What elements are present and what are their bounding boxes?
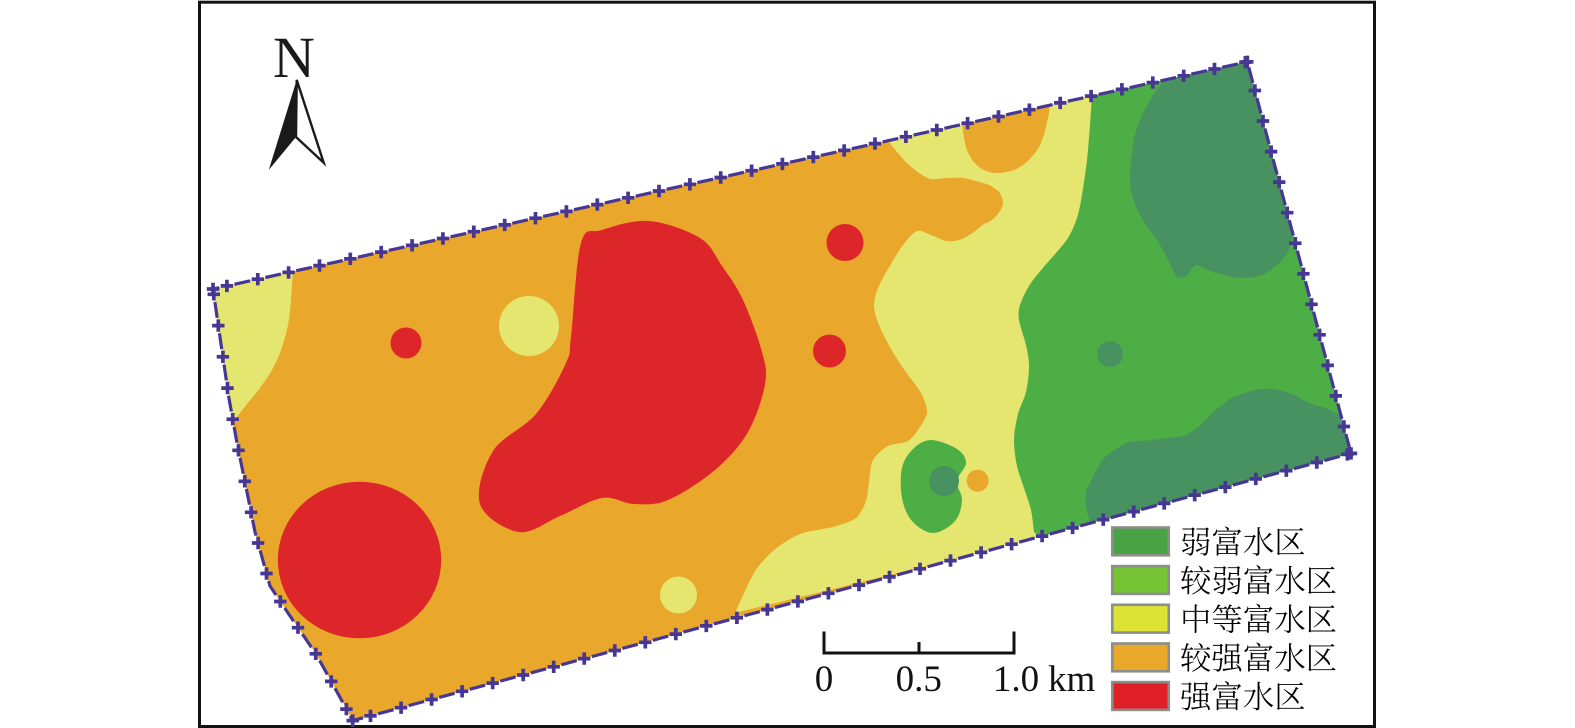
svg-text:km: km (1048, 659, 1096, 700)
svg-text:0: 0 (815, 659, 834, 700)
svg-text:N: N (273, 25, 315, 90)
svg-text:0.5: 0.5 (896, 659, 942, 700)
svg-text:1.0: 1.0 (993, 659, 1039, 700)
